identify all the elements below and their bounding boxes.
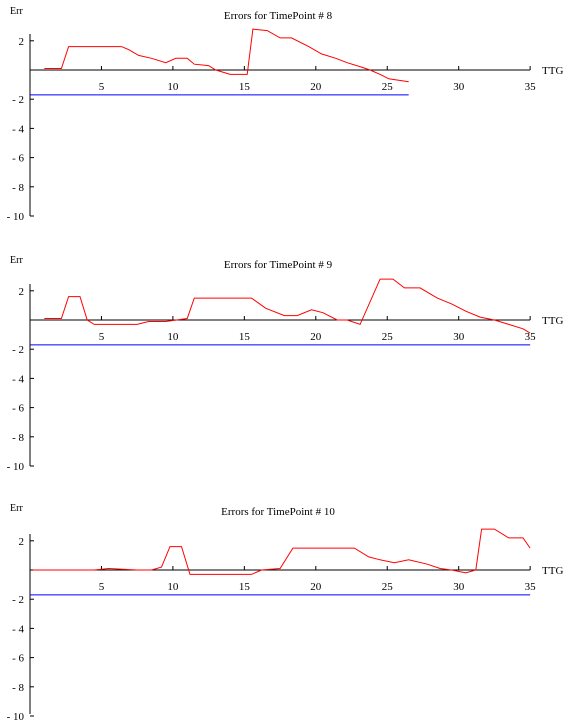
x-tick-label: 30 bbox=[453, 331, 465, 343]
x-tick-label: 30 bbox=[453, 81, 465, 93]
y-tick-label: - 2 bbox=[12, 344, 24, 356]
x-tick-label: 25 bbox=[382, 581, 394, 593]
chart-panel-1: Errors for TimePoint # 8 Err TTG 5 10 15 20 25 3… bbox=[7, 6, 564, 223]
x-tick-label: 25 bbox=[382, 331, 394, 343]
y-tick-label: 2 bbox=[19, 286, 25, 298]
x-tick-label: 15 bbox=[239, 331, 251, 343]
chart-panel-3: Errors for TimePoint # 10 Err TTG 5 10 15 20 25… bbox=[7, 503, 564, 720]
x-tick-label: 35 bbox=[525, 81, 537, 93]
chart-title: Errors for TimePoint # 8 bbox=[224, 10, 333, 22]
x-tick-label: 35 bbox=[525, 581, 537, 593]
x-tick-label: 5 bbox=[99, 331, 105, 343]
chart-title: Errors for TimePoint # 10 bbox=[221, 506, 335, 518]
y-axis-label: Err bbox=[10, 255, 23, 266]
x-tick-label: 20 bbox=[310, 581, 322, 593]
x-tick-label: 15 bbox=[239, 581, 251, 593]
x-tick-label: 30 bbox=[453, 581, 465, 593]
error-series-line-1 bbox=[32, 528, 531, 575]
y-tick-label: - 2 bbox=[12, 94, 24, 106]
y-tick-label: - 4 bbox=[12, 623, 24, 635]
x-tick-label: 10 bbox=[167, 331, 179, 343]
x-tick-label: 10 bbox=[167, 81, 179, 93]
y-tick-label: - 6 bbox=[12, 153, 24, 165]
x-tick-label: 15 bbox=[239, 81, 251, 93]
y-tick-label: - 4 bbox=[12, 123, 24, 135]
x-axis-label: TTG bbox=[542, 315, 563, 327]
y-axis-label: Err bbox=[10, 503, 23, 514]
error-series-line-1 bbox=[44, 28, 409, 83]
x-axis-label: TTG bbox=[542, 65, 563, 77]
chart-title: Errors for TimePoint # 9 bbox=[224, 259, 333, 271]
y-tick-label: 2 bbox=[19, 36, 25, 48]
error-series-line-1 bbox=[44, 278, 531, 334]
y-tick-label: - 6 bbox=[12, 403, 24, 415]
y-tick-label: - 10 bbox=[7, 211, 25, 223]
x-tick-label: 10 bbox=[167, 581, 179, 593]
y-tick-label: - 10 bbox=[7, 461, 25, 473]
y-tick-label: - 8 bbox=[12, 432, 24, 444]
y-tick-label: - 6 bbox=[12, 653, 24, 665]
y-axis-label: Err bbox=[10, 6, 23, 17]
x-tick-label: 5 bbox=[99, 81, 105, 93]
y-tick-label: 2 bbox=[19, 536, 25, 548]
x-tick-label: 5 bbox=[99, 581, 105, 593]
y-tick-label: - 4 bbox=[12, 373, 24, 385]
y-tick-label: - 2 bbox=[12, 594, 24, 606]
chart-panel-2: Errors for TimePoint # 9 Err TTG 5 10 15 20 25 3… bbox=[7, 255, 564, 473]
x-axis-label: TTG bbox=[542, 565, 563, 577]
y-tick-label: - 10 bbox=[7, 711, 25, 720]
y-tick-label: - 8 bbox=[12, 182, 24, 194]
x-tick-label: 20 bbox=[310, 81, 322, 93]
x-tick-label: 25 bbox=[382, 81, 394, 93]
y-tick-label: - 8 bbox=[12, 682, 24, 694]
x-tick-label: 20 bbox=[310, 331, 322, 343]
x-tick-label: 35 bbox=[525, 331, 537, 343]
